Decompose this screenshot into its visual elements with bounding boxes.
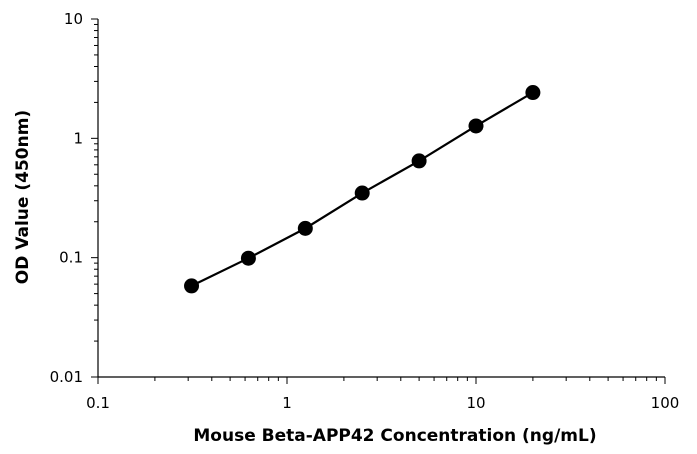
y-tick-label: 10 (64, 10, 83, 28)
data-point (354, 185, 370, 201)
x-axis-title: Mouse Beta-APP42 Concentration (ng/mL) (193, 426, 596, 446)
x-tick-label: 100 (651, 394, 680, 412)
x-tick-label: 1 (282, 394, 292, 412)
data-point (184, 278, 200, 294)
data-point (468, 118, 484, 134)
y-tick-label: 0.01 (50, 368, 83, 386)
series-layer (184, 85, 541, 294)
data-point (297, 220, 313, 236)
data-point (411, 153, 427, 169)
y-tick-label: 1 (73, 129, 83, 147)
data-point (240, 250, 256, 266)
y-tick-label: 0.1 (59, 249, 83, 267)
x-tick-label: 0.1 (86, 394, 110, 412)
y-axis-title: OD Value (450nm) (13, 110, 33, 284)
x-tick-label: 10 (466, 394, 485, 412)
data-point (525, 85, 541, 101)
